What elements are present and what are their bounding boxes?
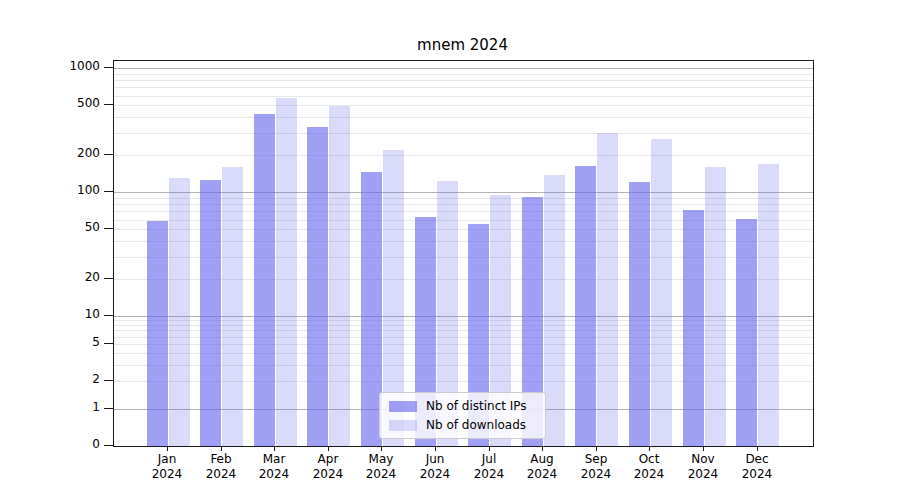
- x-axis-tick-mark: [435, 446, 436, 451]
- bar-distinct-ips-dec: [736, 219, 757, 446]
- minor-gridline: [114, 87, 813, 88]
- x-axis-tick-mark: [328, 446, 329, 451]
- legend: Nb of distinct IPs Nb of downloads: [379, 392, 546, 439]
- plot-area: [113, 60, 814, 447]
- y-axis-tick-label: 500: [0, 96, 100, 111]
- legend-swatch-downloads: [389, 420, 417, 431]
- bar-distinct-ips-sep: [575, 166, 596, 446]
- bar-distinct-ips-mar: [254, 114, 275, 446]
- x-axis-tick-mark: [274, 446, 275, 451]
- y-axis-tick-mark: [104, 104, 113, 105]
- y-axis-tick-label: 10: [0, 307, 100, 322]
- chart-canvas: mnem 2024 01251020501002005001000 Jan202…: [0, 0, 900, 500]
- x-axis-tick-year: 2024: [725, 467, 789, 482]
- x-axis-tick-mark: [381, 446, 382, 451]
- x-axis-tick-label: Dec2024: [725, 452, 789, 482]
- x-axis-tick-mark: [489, 446, 490, 451]
- minor-gridline: [114, 74, 813, 75]
- y-axis-tick-label: 1000: [0, 59, 100, 74]
- y-axis-tick-mark: [104, 315, 113, 316]
- bar-downloads-sep: [597, 133, 618, 446]
- x-axis-tick-mark: [703, 446, 704, 451]
- x-axis-tick-mark: [542, 446, 543, 451]
- minor-gridline: [114, 105, 813, 106]
- major-gridline: [114, 68, 813, 69]
- minor-gridline: [114, 96, 813, 97]
- legend-label-distinct-ips: Nb of distinct IPs: [426, 399, 527, 413]
- bar-downloads-jan: [169, 178, 190, 446]
- minor-gridline: [114, 117, 813, 118]
- y-axis-tick-mark: [104, 278, 113, 279]
- bar-distinct-ips-jan: [147, 221, 168, 446]
- y-axis-tick-label: 1: [0, 400, 100, 415]
- y-axis-tick-mark: [104, 154, 113, 155]
- bar-distinct-ips-apr: [307, 127, 328, 446]
- legend-label-downloads: Nb of downloads: [426, 418, 526, 432]
- bar-downloads-apr: [329, 106, 350, 446]
- bar-downloads-feb: [222, 167, 243, 446]
- legend-item-distinct-ips: Nb of distinct IPs: [389, 399, 536, 413]
- y-axis-tick-mark: [104, 228, 113, 229]
- minor-gridline: [114, 155, 813, 156]
- x-axis-tick-mark: [596, 446, 597, 451]
- y-axis-tick-mark: [104, 380, 113, 381]
- bar-downloads-aug: [544, 175, 565, 446]
- minor-gridline: [114, 133, 813, 134]
- bar-downloads-mar: [276, 98, 297, 446]
- y-axis-tick-mark: [104, 408, 113, 409]
- bar-downloads-nov: [705, 167, 726, 446]
- y-axis-tick-mark: [104, 445, 113, 446]
- bar-downloads-oct: [651, 139, 672, 446]
- y-axis-tick-mark: [104, 343, 113, 344]
- y-axis-tick-label: 5: [0, 335, 100, 350]
- minor-gridline: [114, 80, 813, 81]
- y-axis-tick-label: 20: [0, 270, 100, 285]
- chart-title: mnem 2024: [113, 36, 812, 54]
- bar-distinct-ips-oct: [629, 182, 650, 446]
- y-axis-tick-label: 200: [0, 146, 100, 161]
- y-axis-tick-label: 50: [0, 220, 100, 235]
- y-axis-tick-label: 2: [0, 372, 100, 387]
- legend-swatch-distinct-ips: [389, 401, 417, 412]
- x-axis-tick-mark: [649, 446, 650, 451]
- y-axis-tick-mark: [104, 67, 113, 68]
- legend-item-downloads: Nb of downloads: [389, 418, 536, 432]
- x-axis-tick-mark: [167, 446, 168, 451]
- x-axis-tick-mark: [221, 446, 222, 451]
- bar-downloads-dec: [758, 164, 779, 446]
- bar-distinct-ips-feb: [200, 180, 221, 446]
- x-axis-tick-mark: [757, 446, 758, 451]
- bar-distinct-ips-nov: [683, 210, 704, 446]
- y-axis-tick-label: 100: [0, 183, 100, 198]
- y-axis-tick-mark: [104, 191, 113, 192]
- y-axis-tick-label: 0: [0, 437, 100, 452]
